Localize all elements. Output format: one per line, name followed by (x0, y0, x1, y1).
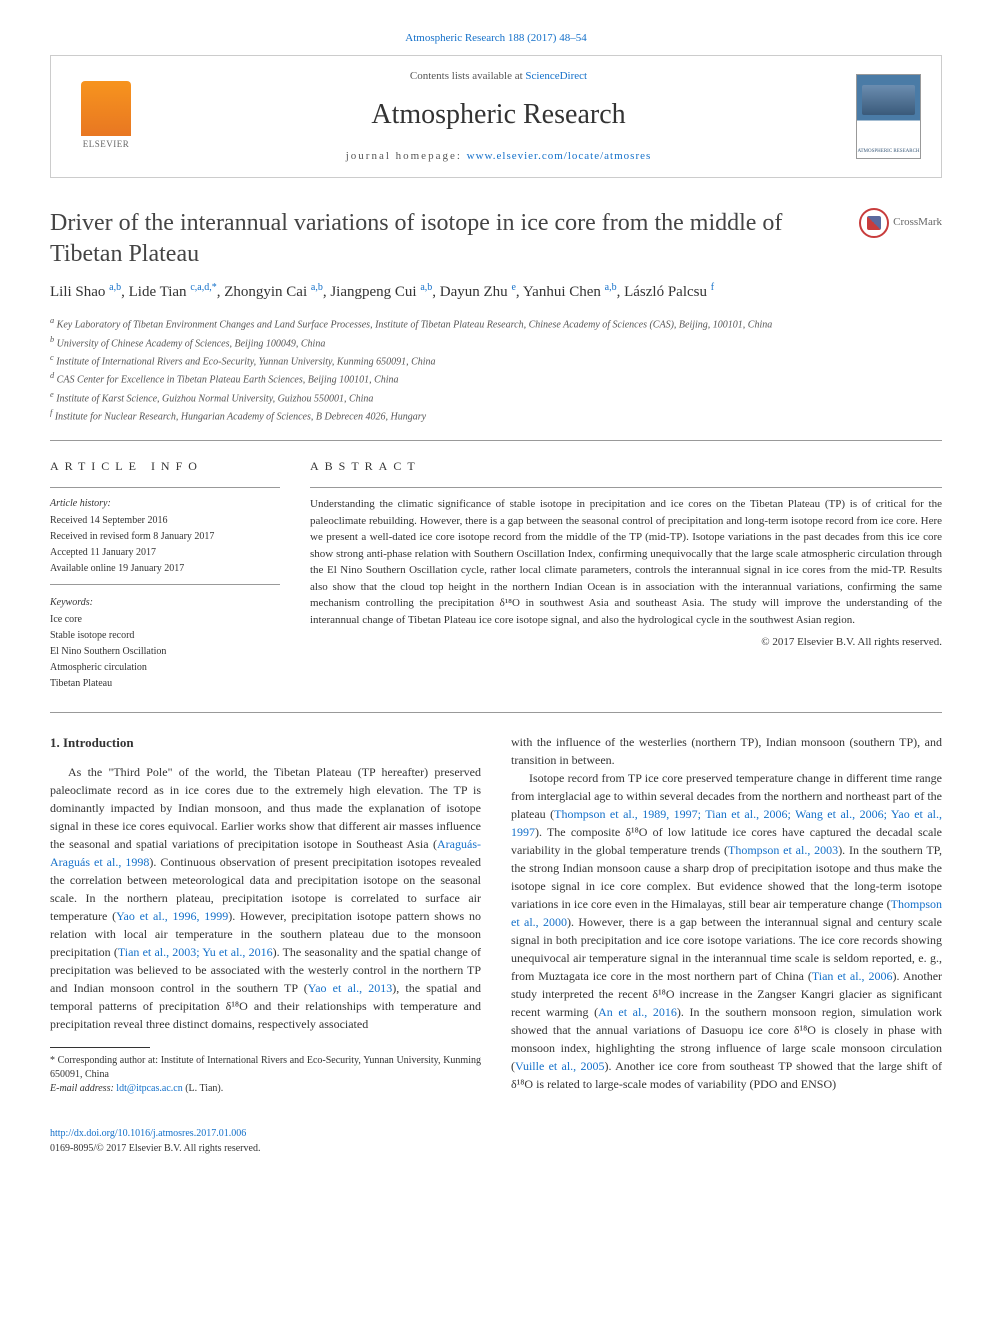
body-column-right: with the influence of the westerlies (no… (511, 733, 942, 1096)
email-link[interactable]: ldt@itpcas.ac.cn (116, 1083, 182, 1094)
affiliation-item: e Institute of Karst Science, Guizhou No… (50, 389, 942, 406)
citation-link[interactable]: Thompson et al., 1989, 1997; Tian et al.… (511, 807, 942, 839)
affiliation-marker[interactable]: e (511, 282, 515, 293)
citation-link[interactable]: An et al., 2016 (598, 1005, 677, 1019)
article-info-heading: article info (50, 457, 280, 475)
corresponding-author-footnote: * Corresponding author at: Institute of … (50, 1054, 481, 1082)
contents-prefix: Contents lists available at (410, 70, 525, 82)
journal-citation[interactable]: Atmospheric Research 188 (2017) 48–54 (50, 30, 942, 47)
page-footer: http://dx.doi.org/10.1016/j.atmosres.201… (50, 1126, 942, 1156)
citation-link[interactable]: Araguás-Araguás et al., 1998 (50, 837, 481, 869)
history-item: Received in revised form 8 January 2017 (50, 529, 280, 544)
affiliation-item: d CAS Center for Excellence in Tibetan P… (50, 370, 942, 387)
authors-list: Lili Shao a,b, Lide Tian c,a,d,*, Zhongy… (50, 280, 942, 304)
divider (50, 712, 942, 713)
cover-text: ATMOSPHERIC RESEARCH (857, 149, 920, 154)
citation-link[interactable]: Thompson et al., 2003 (728, 843, 838, 857)
elsevier-tree-icon (81, 81, 131, 136)
abstract-panel: abstract Understanding the climatic sign… (310, 457, 942, 692)
body-paragraph: Isotope record from TP ice core preserve… (511, 769, 942, 1093)
citation-link[interactable]: Tian et al., 2006 (812, 969, 893, 983)
keyword-item: Atmospheric circulation (50, 660, 280, 675)
affiliation-marker[interactable]: a,b (311, 282, 323, 293)
publisher-name: ELSEVIER (83, 138, 130, 152)
affiliation-item: b University of Chinese Academy of Scien… (50, 334, 942, 351)
issn-copyright: 0169-8095/© 2017 Elsevier B.V. All right… (50, 1141, 942, 1156)
crossmark-icon (859, 208, 889, 238)
keyword-item: El Nino Southern Oscillation (50, 644, 280, 659)
affiliation-marker[interactable]: a,b (605, 282, 617, 293)
abstract-copyright: © 2017 Elsevier B.V. All rights reserved… (310, 634, 942, 651)
article-title: Driver of the interannual variations of … (50, 208, 859, 270)
contents-line: Contents lists available at ScienceDirec… (141, 68, 856, 85)
citation-link[interactable]: Vuille et al., 2005 (515, 1059, 604, 1073)
email-suffix: (L. Tian). (183, 1083, 224, 1094)
affiliation-marker[interactable]: c,a,d,* (190, 282, 216, 293)
affiliation-marker[interactable]: a,b (420, 282, 432, 293)
affiliation-item: f Institute for Nuclear Research, Hungar… (50, 407, 942, 424)
body-column-left: 1. Introduction As the "Third Pole" of t… (50, 733, 481, 1096)
keyword-item: Ice core (50, 612, 280, 627)
citation-link[interactable]: Yao et al., 2013 (308, 981, 393, 995)
history-label: Article history: (50, 496, 280, 511)
crossmark-badge[interactable]: CrossMark (859, 208, 942, 238)
history-item: Received 14 September 2016 (50, 513, 280, 528)
footnote-separator (50, 1047, 150, 1048)
body-paragraph: As the "Third Pole" of the world, the Ti… (50, 763, 481, 1033)
affiliation-item: c Institute of International Rivers and … (50, 352, 942, 369)
body-paragraph: with the influence of the westerlies (no… (511, 733, 942, 769)
homepage-line: journal homepage: www.elsevier.com/locat… (141, 148, 856, 165)
homepage-link[interactable]: www.elsevier.com/locate/atmosres (467, 150, 652, 162)
journal-header: ELSEVIER Contents lists available at Sci… (50, 55, 942, 178)
crossmark-label: CrossMark (893, 214, 942, 231)
section-heading: 1. Introduction (50, 733, 481, 753)
abstract-heading: abstract (310, 457, 942, 475)
divider (50, 440, 942, 441)
citation-link[interactable]: Tian et al., 2003; Yu et al., 2016 (118, 945, 273, 959)
affiliations-list: a Key Laboratory of Tibetan Environment … (50, 315, 942, 424)
homepage-prefix: journal homepage: (346, 150, 467, 162)
citation-link[interactable]: Yao et al., 1996, 1999 (116, 909, 228, 923)
email-label: E-mail address: (50, 1083, 116, 1094)
history-item: Available online 19 January 2017 (50, 561, 280, 576)
elsevier-logo[interactable]: ELSEVIER (71, 76, 141, 156)
keyword-item: Tibetan Plateau (50, 676, 280, 691)
journal-cover-thumbnail[interactable]: ATMOSPHERIC RESEARCH (856, 74, 921, 159)
sciencedirect-link[interactable]: ScienceDirect (525, 70, 587, 82)
doi-link[interactable]: http://dx.doi.org/10.1016/j.atmosres.201… (50, 1128, 246, 1139)
journal-name: Atmospheric Research (141, 94, 856, 136)
article-info-panel: article info Article history: Received 1… (50, 457, 280, 692)
affiliation-marker[interactable]: f (711, 282, 714, 293)
affiliation-item: a Key Laboratory of Tibetan Environment … (50, 315, 942, 332)
citation-link[interactable]: Thompson et al., 2000 (511, 897, 942, 929)
keyword-item: Stable isotope record (50, 628, 280, 643)
history-item: Accepted 11 January 2017 (50, 545, 280, 560)
email-footnote: E-mail address: ldt@itpcas.ac.cn (L. Tia… (50, 1082, 481, 1096)
abstract-text: Understanding the climatic significance … (310, 496, 942, 628)
affiliation-marker[interactable]: a,b (109, 282, 121, 293)
keywords-label: Keywords: (50, 595, 280, 610)
